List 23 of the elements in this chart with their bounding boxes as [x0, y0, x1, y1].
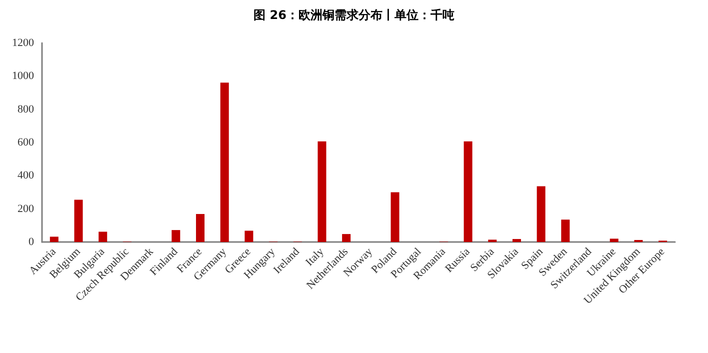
- bar: [610, 238, 618, 242]
- bar: [98, 232, 108, 242]
- y-tick-label: 400: [18, 170, 34, 182]
- y-tick-label: 800: [18, 103, 34, 116]
- bar: [342, 234, 351, 242]
- bar: [561, 220, 570, 242]
- chart-title: 图 26：欧洲铜需求分布丨单位：千吨: [254, 8, 454, 22]
- bar: [244, 230, 254, 242]
- bar: [196, 214, 205, 242]
- bar: [512, 239, 522, 242]
- bar: [172, 230, 180, 242]
- bar: [318, 141, 326, 242]
- y-tick-label: 1200: [12, 37, 34, 49]
- bar: [220, 82, 229, 242]
- y-tick-label: 600: [18, 136, 34, 148]
- y-tick-label: 0: [28, 236, 34, 248]
- bar: [390, 192, 400, 242]
- y-tick-label: 1000: [12, 70, 34, 82]
- bar: [536, 186, 546, 242]
- bar: [464, 141, 472, 242]
- y-tick-label: 200: [18, 202, 34, 215]
- bar: [74, 200, 83, 242]
- bar: [50, 236, 58, 242]
